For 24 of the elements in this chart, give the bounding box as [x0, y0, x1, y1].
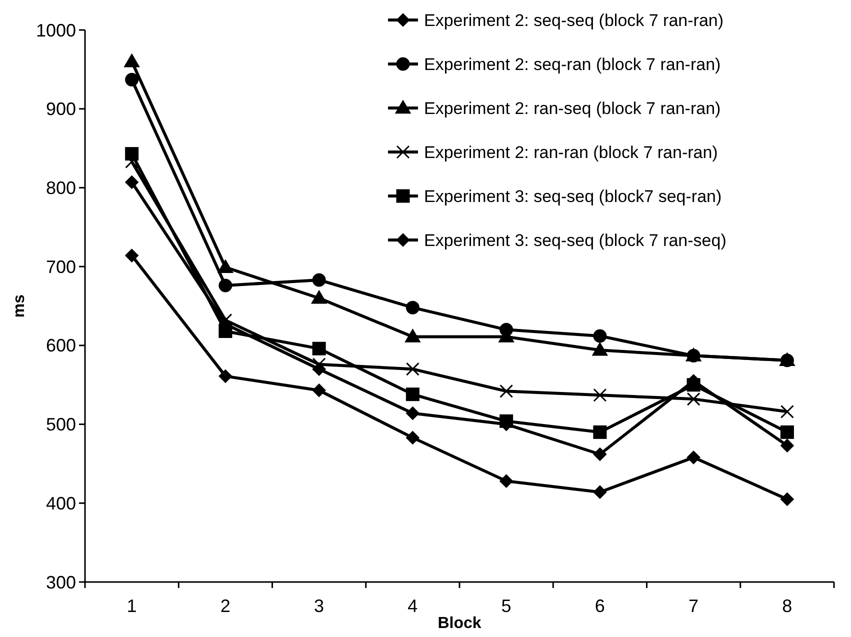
x-tick-label: 7 — [688, 596, 699, 616]
y-tick-label: 500 — [46, 414, 76, 435]
legend-label: Experiment 2: seq-ran (block 7 ran-ran) — [424, 54, 721, 74]
y-tick-label: 800 — [46, 178, 76, 198]
y-tick-label: 400 — [46, 493, 76, 514]
x-axis-title: Block — [438, 615, 482, 632]
y-tick-label: 600 — [46, 336, 76, 356]
x-tick-label: 1 — [126, 596, 137, 616]
legend-label: Experiment 2: ran-ran (block 7 ran-ran) — [424, 142, 718, 162]
y-tick-label: 900 — [46, 99, 76, 120]
legend-label: Experiment 3: seq-seq (block7 seq-ran) — [424, 186, 722, 206]
x-tick-label: 8 — [782, 596, 792, 616]
legend-label: Experiment 2: ran-seq (block 7 ran-ran) — [424, 98, 721, 118]
x-tick-label: 5 — [501, 596, 512, 616]
y-tick-label: 1000 — [36, 20, 76, 40]
legend-label: Experiment 3: seq-seq (block 7 ran-seq) — [424, 230, 726, 250]
y-tick-label: 300 — [46, 572, 76, 592]
y-axis-title: ms — [11, 294, 28, 318]
legend-label: Experiment 2: seq-seq (block 7 ran-ran) — [424, 10, 724, 30]
x-tick-label: 4 — [408, 596, 418, 616]
x-tick-label: 6 — [594, 596, 605, 616]
x-tick-label: 3 — [314, 596, 324, 616]
y-tick-label: 700 — [46, 256, 76, 277]
x-tick-label: 2 — [220, 596, 230, 616]
